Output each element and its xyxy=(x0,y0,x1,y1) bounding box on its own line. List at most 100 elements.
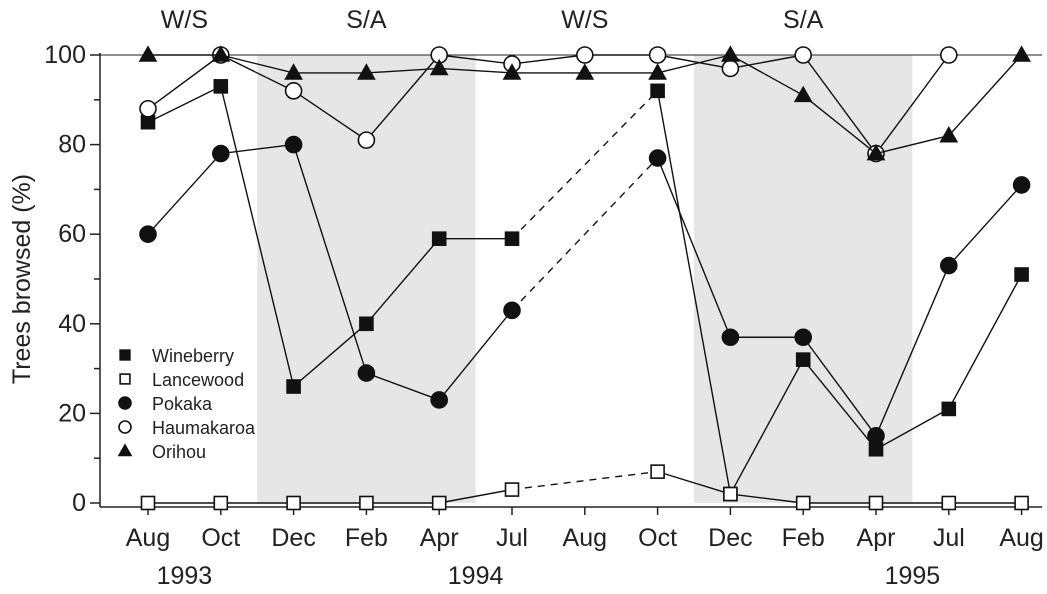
x-tick-label: Jul xyxy=(496,524,528,552)
data-point xyxy=(868,441,884,457)
series-line-segment xyxy=(875,54,950,154)
data-point xyxy=(648,46,667,64)
series-line-segment xyxy=(292,144,368,374)
series-line-segment xyxy=(802,359,877,450)
legend-label: Pokaka xyxy=(152,394,213,414)
x-tick-label: Aug xyxy=(126,524,170,552)
y-tick-label: 40 xyxy=(58,310,86,338)
data-point xyxy=(212,144,230,163)
data-point xyxy=(357,63,376,80)
series-line-segment xyxy=(802,54,877,154)
y-axis-title: Trees browsed (%) xyxy=(8,174,36,384)
series-line-segment xyxy=(875,265,950,437)
data-point xyxy=(211,45,231,62)
data-point xyxy=(286,379,301,394)
legend-marker xyxy=(118,396,132,410)
data-point xyxy=(139,225,157,243)
data-point xyxy=(284,63,303,80)
x-tick-label: Apr xyxy=(857,524,896,552)
data-point xyxy=(867,426,885,445)
legend-marker xyxy=(119,373,131,385)
legend-label: Orihou xyxy=(152,442,206,462)
data-point xyxy=(284,82,303,100)
series-line-segment xyxy=(147,153,222,235)
series-line-segment xyxy=(365,238,440,325)
x-tick-label: Feb xyxy=(345,524,388,552)
series-line-segment xyxy=(293,90,367,141)
axes xyxy=(90,53,1042,515)
data-point xyxy=(648,149,667,167)
data-point xyxy=(721,45,740,62)
series-line-segment xyxy=(657,54,731,74)
data-point xyxy=(795,352,811,367)
year-label: 1994 xyxy=(448,562,504,590)
data-point xyxy=(575,63,595,80)
series-haumakaroa xyxy=(139,46,958,163)
data-point xyxy=(721,328,740,347)
legend-marker xyxy=(118,420,132,434)
season-shading xyxy=(257,55,913,503)
data-point xyxy=(650,464,665,479)
season-band-1 xyxy=(257,55,476,503)
legend-marker xyxy=(119,349,131,361)
data-point xyxy=(1012,176,1031,194)
data-point xyxy=(941,495,957,511)
year-label: 1995 xyxy=(885,562,941,590)
series-pokaka xyxy=(139,135,1031,445)
data-point xyxy=(1012,45,1031,62)
series-line-segment xyxy=(730,54,804,96)
y-tick-label: 20 xyxy=(58,399,86,427)
series-line-segment xyxy=(511,157,659,311)
series-line-segment xyxy=(511,54,585,65)
series-orihou xyxy=(138,45,1031,161)
series-lancewood xyxy=(140,464,1029,511)
data-point xyxy=(357,364,376,382)
x-tick-label: Oct xyxy=(638,524,677,552)
data-point xyxy=(795,495,811,511)
series-line-segment xyxy=(439,488,513,504)
series-line-segment xyxy=(730,493,804,504)
data-point xyxy=(430,391,449,409)
data-point xyxy=(1014,495,1029,511)
data-point xyxy=(793,85,813,103)
series-line-segment xyxy=(220,143,294,155)
data-point xyxy=(650,83,665,99)
series-group xyxy=(138,45,1031,511)
data-point xyxy=(504,231,520,246)
year-label: 1993 xyxy=(157,562,213,590)
data-point xyxy=(648,63,667,80)
data-point xyxy=(794,328,813,347)
x-tick-label: Dec xyxy=(271,524,315,552)
data-point xyxy=(939,256,958,275)
series-line-segment xyxy=(948,274,1023,410)
series-wineberry xyxy=(140,79,1029,502)
data-point xyxy=(431,231,447,246)
x-tick-label: Apr xyxy=(420,524,459,552)
series-line-segment xyxy=(147,54,222,110)
series-line-segment xyxy=(366,372,440,401)
legend-label: Lancewood xyxy=(152,370,244,390)
season-label: W/S xyxy=(561,6,608,34)
x-tick-label: Dec xyxy=(708,524,752,552)
series-line-segment xyxy=(875,408,950,450)
data-point xyxy=(429,58,449,76)
data-point xyxy=(140,495,156,511)
series-line-segment xyxy=(439,54,513,65)
y-tick-label: 80 xyxy=(58,131,86,159)
series-line-segment xyxy=(948,54,1023,137)
series-line-segment xyxy=(656,157,732,338)
data-point xyxy=(502,63,522,80)
data-point xyxy=(139,99,157,118)
data-point xyxy=(286,495,301,511)
x-tick-label: Feb xyxy=(782,524,825,552)
data-point xyxy=(794,46,813,64)
data-point xyxy=(284,135,303,154)
data-point xyxy=(504,482,520,497)
x-tick-label: Jul xyxy=(933,524,965,552)
series-line-segment xyxy=(729,359,804,495)
data-point xyxy=(1014,267,1029,282)
series-line-segment xyxy=(220,54,294,92)
series-line-segment xyxy=(366,67,440,74)
series-line-segment xyxy=(147,85,222,123)
labels-group: 0 20 40 60 80 100 Aug Oct Dec Feb Apr Jul Aug Oct Dec F… xyxy=(8,6,1044,590)
